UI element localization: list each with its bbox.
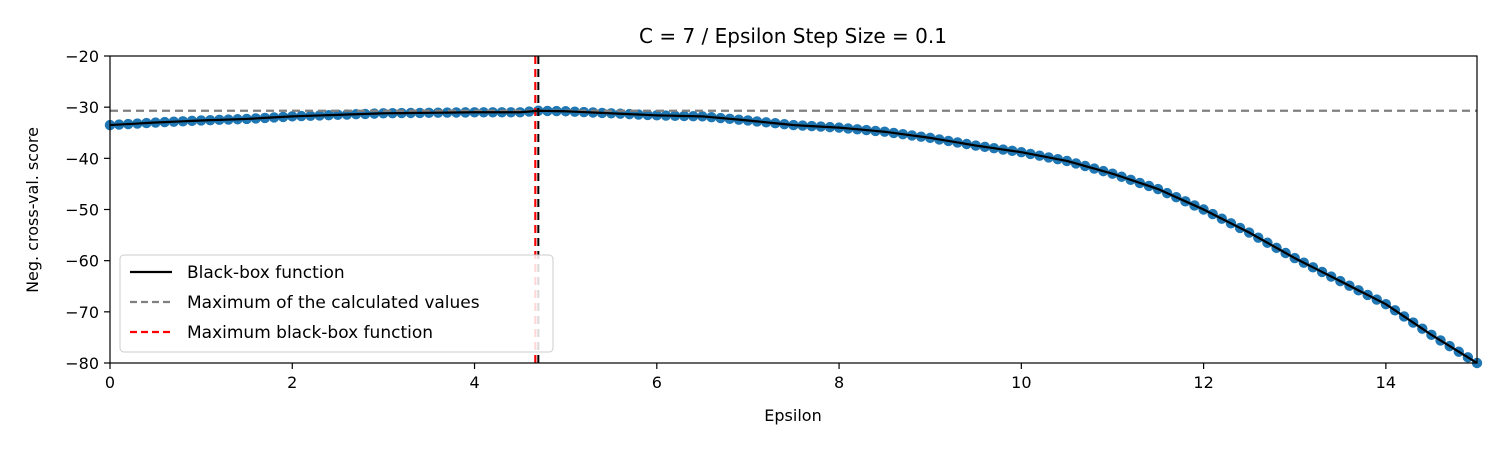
legend-label-blackbox: Black-box function — [187, 263, 345, 283]
y-axis-ticks: −80 −70 −60 −50 −40 −30 −20 — [65, 47, 110, 373]
y-tick-label: −80 — [65, 354, 99, 373]
legend-label-max-blackbox: Maximum black-box function — [187, 323, 433, 343]
y-tick-label: −40 — [65, 149, 99, 168]
reference-lines — [110, 56, 1477, 363]
blackbox-curve — [109, 109, 1478, 364]
x-tick-label: 14 — [1376, 373, 1396, 392]
chart-title: C = 7 / Epsilon Step Size = 0.1 — [639, 24, 947, 48]
y-tick-label: −60 — [65, 252, 99, 271]
y-tick-label: −30 — [65, 98, 99, 117]
y-tick-label: −70 — [65, 303, 99, 322]
x-tick-label: 8 — [834, 373, 844, 392]
y-tick-label: −50 — [65, 201, 99, 220]
x-tick-label: 0 — [105, 373, 115, 392]
y-tick-label: −20 — [65, 47, 99, 66]
x-tick-label: 12 — [1193, 373, 1213, 392]
y-axis-title: Neg. cross-val. score — [23, 127, 42, 293]
x-tick-label: 10 — [1011, 373, 1031, 392]
legend-label-max-calculated: Maximum of the calculated values — [187, 293, 480, 313]
x-tick-label: 2 — [287, 373, 297, 392]
legend-box — [119, 254, 554, 353]
x-tick-label: 4 — [469, 373, 479, 392]
x-axis-ticks: 0 2 4 6 8 10 12 14 — [105, 363, 1396, 392]
blackbox-curve-layer — [109, 109, 1478, 364]
x-axis-title: Epsilon — [764, 406, 821, 425]
legend: Black-box function Maximum of the calcul… — [119, 254, 554, 353]
x-tick-label: 6 — [652, 373, 662, 392]
